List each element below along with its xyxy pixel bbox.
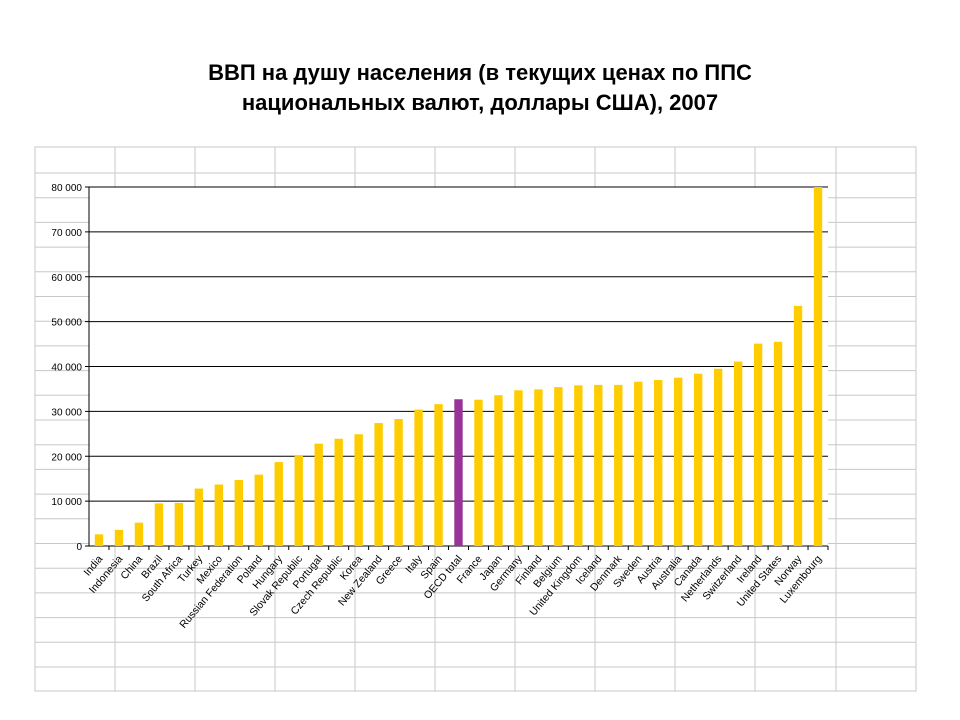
bar (394, 419, 403, 546)
bar (514, 390, 523, 546)
bar (474, 399, 483, 546)
bar (454, 399, 463, 546)
bar (354, 434, 363, 546)
bar (134, 522, 144, 546)
bar (414, 409, 423, 546)
chart-title-line-2: национальных валют, доллары США), 2007 (241, 90, 719, 115)
bar (174, 502, 184, 546)
y-tick-label: 20 000 (51, 452, 82, 463)
y-tick-label: 0 (76, 542, 82, 553)
bar (793, 305, 803, 546)
bar (654, 379, 663, 546)
bar (294, 455, 303, 546)
bar (374, 423, 383, 546)
y-tick-label: 50 000 (51, 318, 82, 329)
bar (713, 368, 723, 546)
chart-title: ВВП на душу населения (в текущих ценах п… (0, 58, 960, 118)
bar (614, 384, 623, 546)
bar (534, 389, 543, 546)
bar (154, 503, 164, 546)
bar (693, 373, 703, 546)
bar (314, 443, 323, 546)
bar (813, 187, 823, 546)
bar (274, 462, 283, 546)
chart-title-line-1: ВВП на душу населения (в текущих ценах п… (208, 60, 752, 85)
bar (434, 404, 443, 546)
bar (254, 474, 263, 546)
bar (574, 385, 583, 546)
bar (753, 343, 763, 546)
bar (94, 534, 104, 546)
bar (733, 361, 743, 546)
bar (214, 484, 224, 546)
y-tick-label: 10 000 (51, 497, 82, 508)
bar (494, 395, 503, 546)
bar (674, 377, 683, 546)
y-tick-label: 80 000 (51, 183, 82, 194)
y-tick-label: 70 000 (51, 228, 82, 239)
bar (634, 381, 643, 546)
y-tick-label: 40 000 (51, 363, 82, 374)
y-tick-label: 30 000 (51, 407, 82, 418)
bar (194, 488, 204, 546)
bar (773, 341, 783, 546)
bar (234, 480, 243, 546)
y-tick-label: 60 000 (51, 273, 82, 284)
bar (594, 384, 603, 546)
bar (334, 438, 343, 546)
bar (554, 387, 563, 546)
plot-area: 0 10 000 20 000 30 000 40 000 50 000 60 000 70 … (51, 183, 829, 631)
bar (114, 529, 124, 546)
